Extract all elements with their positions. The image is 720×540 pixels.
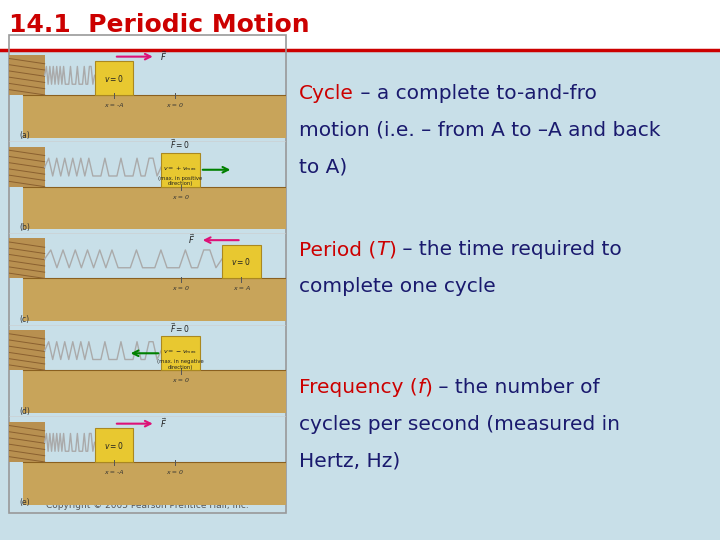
Text: $\vec{F}$: $\vec{F}$	[161, 416, 167, 430]
Bar	[22, 95, 286, 138]
Text: $\vec{F} = 0$: $\vec{F} = 0$	[171, 321, 191, 335]
Text: x = 0: x = 0	[172, 286, 189, 292]
Text: Copyright © 2005 Pearson Prentice Hall, Inc.: Copyright © 2005 Pearson Prentice Hall, …	[46, 501, 248, 510]
Bar	[22, 187, 286, 230]
Bar	[22, 462, 286, 505]
Text: cycles per second (measured in: cycles per second (measured in	[299, 415, 620, 434]
Text: (max. in positive: (max. in positive	[158, 176, 202, 181]
Text: complete one cycle: complete one cycle	[299, 277, 495, 296]
Text: Cycle: Cycle	[299, 84, 354, 103]
Text: (b): (b)	[19, 223, 31, 232]
Text: motion (i.e. – from A to –A and back: motion (i.e. – from A to –A and back	[299, 120, 660, 139]
Text: x = -A: x = -A	[104, 103, 124, 108]
Text: x = 0: x = 0	[172, 195, 189, 200]
Text: (max. in negative: (max. in negative	[157, 359, 204, 364]
Text: ): )	[388, 240, 396, 259]
Text: ): )	[425, 378, 433, 397]
Bar	[161, 336, 200, 370]
Text: $v = 0$: $v = 0$	[104, 72, 124, 84]
Text: x = 0: x = 0	[166, 470, 184, 475]
Text: $v = + v_{\mathrm{max}}$: $v = + v_{\mathrm{max}}$	[163, 164, 197, 172]
Text: to A): to A)	[299, 157, 347, 176]
Text: Frequency (: Frequency (	[299, 378, 418, 397]
Text: – the number of: – the number of	[433, 378, 600, 397]
Text: (d): (d)	[19, 407, 31, 416]
Bar	[22, 279, 286, 321]
Bar	[161, 153, 200, 187]
Text: – the time required to: – the time required to	[396, 240, 622, 259]
Text: $v = 0$: $v = 0$	[104, 440, 124, 450]
Text: (c): (c)	[19, 315, 30, 324]
Text: x = -A: x = -A	[104, 470, 124, 475]
Text: $\vec{F}$: $\vec{F}$	[161, 49, 167, 63]
Text: $v = 0$: $v = 0$	[231, 256, 251, 267]
Bar	[22, 370, 286, 413]
Text: (e): (e)	[19, 498, 30, 508]
Text: x = A: x = A	[233, 286, 250, 292]
Text: Hertz, Hz): Hertz, Hz)	[299, 451, 400, 470]
Text: (a): (a)	[19, 131, 30, 140]
Bar	[0, 0, 720, 50]
Text: $\vec{F} = 0$: $\vec{F} = 0$	[171, 137, 191, 151]
Bar	[9, 238, 45, 279]
Bar	[9, 35, 286, 513]
Text: 14.1  Periodic Motion: 14.1 Periodic Motion	[9, 13, 310, 37]
Bar	[9, 330, 45, 370]
Bar	[9, 55, 45, 95]
Text: f: f	[418, 378, 425, 397]
Bar	[94, 61, 133, 95]
Bar	[9, 147, 45, 187]
Text: – a complete to-and-fro: – a complete to-and-fro	[354, 84, 597, 103]
Text: x = 0: x = 0	[172, 378, 189, 383]
Text: Period (: Period (	[299, 240, 376, 259]
Text: T: T	[376, 240, 388, 259]
Text: $\vec{F}$: $\vec{F}$	[188, 232, 195, 246]
Text: $v = - v_{\mathrm{max}}$: $v = - v_{\mathrm{max}}$	[163, 348, 197, 355]
Bar	[94, 428, 133, 462]
Bar	[222, 245, 261, 279]
Bar	[9, 422, 45, 462]
Text: direction): direction)	[168, 365, 193, 370]
Text: direction): direction)	[168, 181, 193, 186]
Text: x = 0: x = 0	[166, 103, 184, 108]
